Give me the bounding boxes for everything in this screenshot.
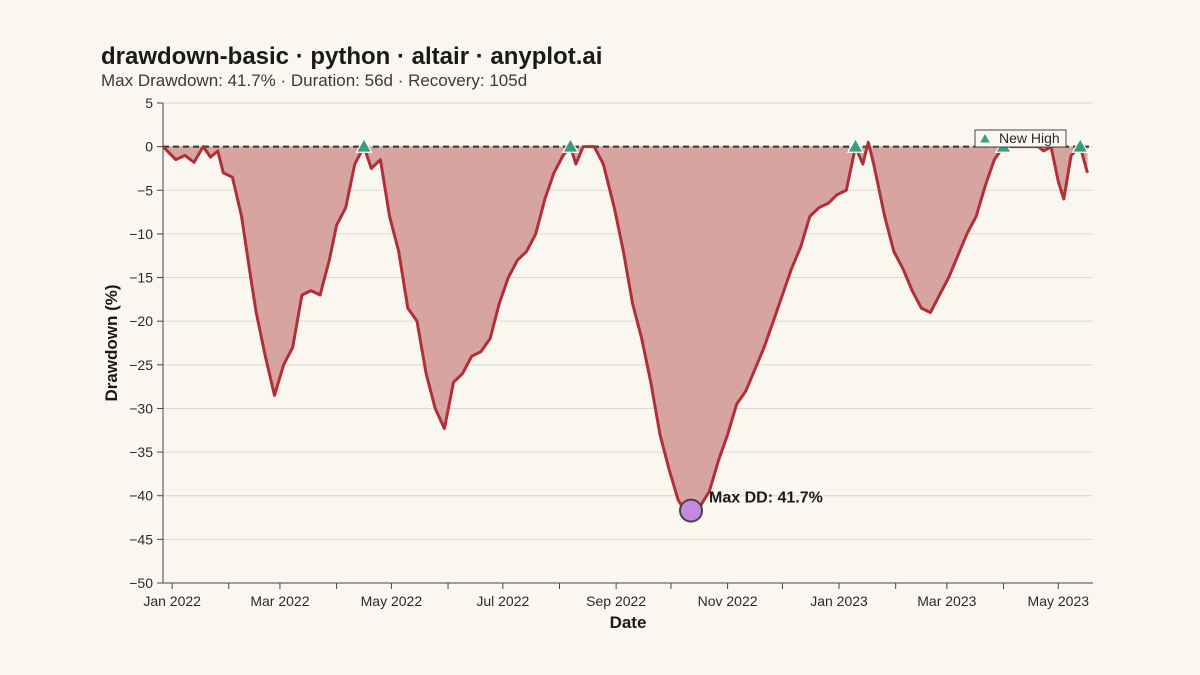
- legend: New High: [974, 129, 1067, 148]
- legend-box: [974, 129, 1067, 148]
- x-tick-label: Mar 2023: [917, 593, 976, 609]
- x-axis-title: Date: [610, 613, 647, 632]
- y-axis-title: Drawdown (%): [102, 284, 121, 401]
- x-tick-label: May 2023: [1028, 593, 1090, 609]
- y-tick-label: −5: [137, 182, 153, 198]
- max-drawdown-circle: [679, 498, 704, 523]
- max-drawdown-marker: [679, 498, 704, 523]
- y-tick-label: 5: [145, 95, 153, 111]
- legend-triangle-icon: [980, 134, 990, 143]
- x-tick-label: May 2022: [361, 593, 423, 609]
- y-tick-label: −10: [129, 226, 153, 242]
- y-tick-label: −25: [129, 357, 153, 373]
- new-high-markers: [355, 137, 1089, 153]
- drawdown-line: [161, 140, 1089, 513]
- y-tick-label: −15: [129, 270, 153, 286]
- x-axis: Jan 2022 Mar 2022 May 2022 Jul 2022 Sep 2022…: [143, 582, 1093, 609]
- new-high-triangle-icon: [561, 137, 580, 153]
- x-tick-label: Jul 2022: [476, 593, 529, 609]
- y-tick-label: −40: [129, 488, 153, 504]
- y-tick-label: 0: [145, 139, 153, 155]
- max-drawdown-label: Max DD: 41.7%: [709, 490, 823, 507]
- chart-subtitle: Max Drawdown: 41.7% · Duration: 56d · Re…: [101, 71, 527, 90]
- drawdown-area: [163, 142, 1088, 511]
- y-tick-label: −50: [129, 575, 153, 591]
- y-tick-label: −30: [129, 400, 153, 416]
- x-tick-label: Nov 2022: [698, 593, 758, 609]
- legend-label: New High: [999, 130, 1060, 146]
- x-tick-label: Jan 2022: [143, 593, 201, 609]
- y-tick-label: −45: [129, 531, 153, 547]
- y-tick-label: −35: [129, 444, 153, 460]
- new-high-triangle-icon: [355, 137, 373, 153]
- y-axis: 5 0 −5 −10 −15 −20 −25 −30 −35 −40 −45 −50: [129, 95, 164, 591]
- x-tick-label: Jan 2023: [810, 593, 868, 609]
- new-high-triangle-icon: [1071, 137, 1089, 153]
- y-tick-label: −20: [129, 313, 153, 329]
- x-tick-label: Mar 2022: [250, 593, 309, 609]
- x-tick-label: Sep 2022: [586, 593, 646, 609]
- chart-title: drawdown-basic · python · altair · anypl…: [101, 43, 602, 70]
- new-high-triangle-icon: [846, 137, 865, 153]
